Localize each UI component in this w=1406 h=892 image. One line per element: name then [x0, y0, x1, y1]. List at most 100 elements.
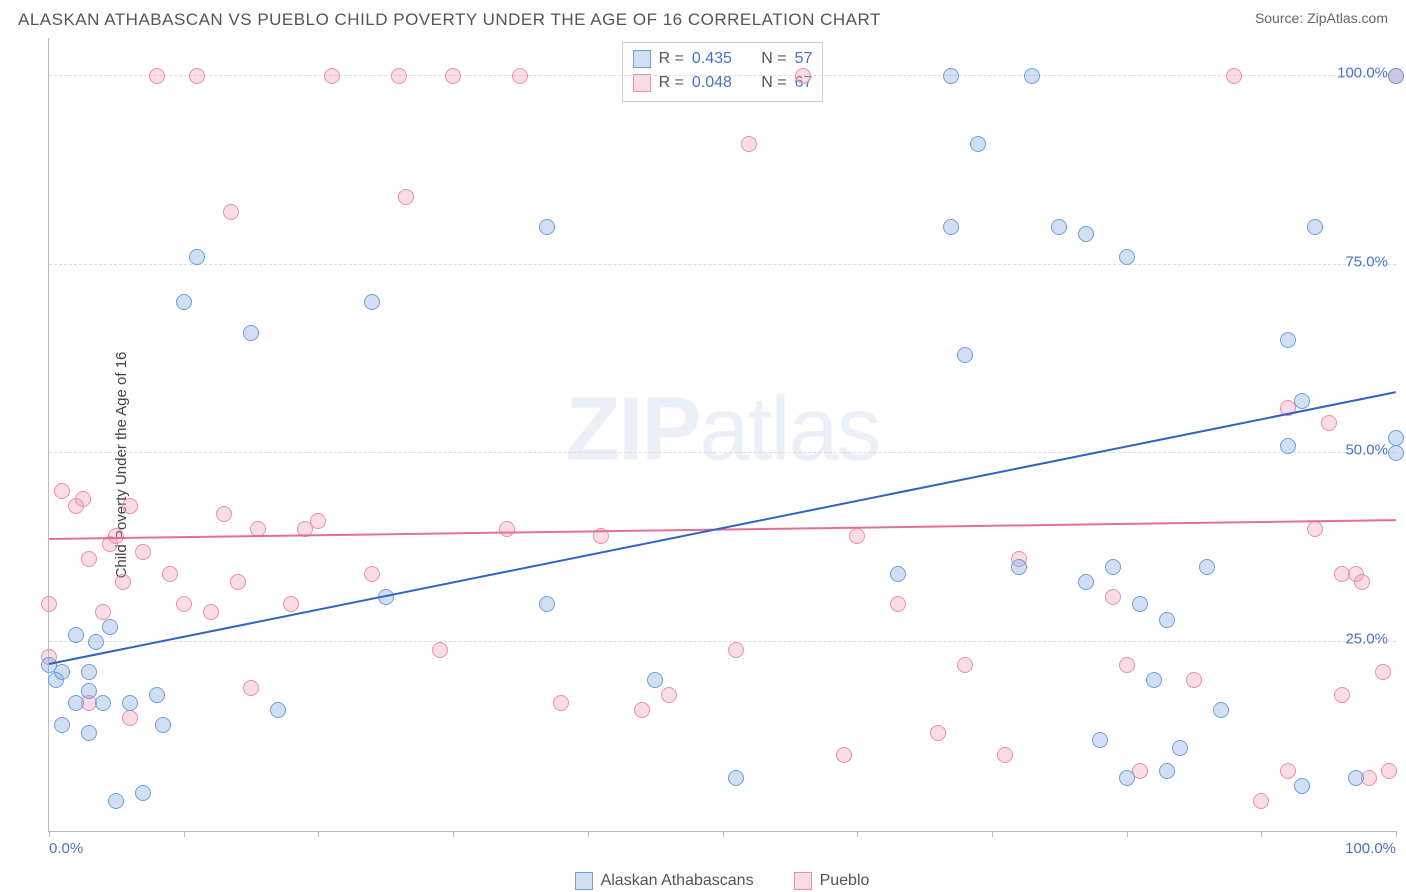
chart-area: Child Poverty Under the Age of 16 ZIPatl…	[0, 38, 1406, 892]
point-athabascan	[68, 695, 84, 711]
x-tick-label: 0.0%	[49, 840, 83, 857]
point-pueblo	[223, 204, 239, 220]
x-tick	[588, 831, 589, 837]
point-athabascan	[1199, 559, 1215, 575]
gridline	[49, 641, 1396, 642]
point-athabascan	[1146, 672, 1162, 688]
point-pueblo	[728, 642, 744, 658]
point-pueblo	[1280, 763, 1296, 779]
point-pueblo	[445, 68, 461, 84]
point-athabascan	[108, 793, 124, 809]
point-pueblo	[95, 604, 111, 620]
chart-title: ALASKAN ATHABASCAN VS PUEBLO CHILD POVER…	[18, 10, 881, 30]
point-athabascan	[122, 695, 138, 711]
gridline	[49, 75, 1396, 76]
point-pueblo	[499, 521, 515, 537]
point-pueblo	[310, 513, 326, 529]
legend-swatch	[575, 872, 593, 890]
source-link[interactable]: ZipAtlas.com	[1307, 10, 1388, 26]
point-pueblo	[243, 680, 259, 696]
legend-swatch	[633, 50, 651, 68]
point-athabascan	[1348, 770, 1364, 786]
point-athabascan	[95, 695, 111, 711]
point-athabascan	[81, 725, 97, 741]
point-pueblo	[997, 747, 1013, 763]
point-athabascan	[149, 687, 165, 703]
point-pueblo	[661, 687, 677, 703]
gridline	[49, 264, 1396, 265]
point-athabascan	[1213, 702, 1229, 718]
point-athabascan	[1159, 763, 1175, 779]
point-pueblo	[115, 574, 131, 590]
series-legend-item: Alaskan Athabascans	[575, 872, 754, 890]
point-athabascan	[1388, 445, 1404, 461]
point-pueblo	[216, 506, 232, 522]
point-pueblo	[122, 498, 138, 514]
point-pueblo	[162, 566, 178, 582]
point-athabascan	[957, 347, 973, 363]
point-athabascan	[728, 770, 744, 786]
point-athabascan	[1159, 612, 1175, 628]
point-athabascan	[189, 249, 205, 265]
point-athabascan	[943, 219, 959, 235]
point-athabascan	[1388, 430, 1404, 446]
point-pueblo	[890, 596, 906, 612]
point-athabascan	[1024, 68, 1040, 84]
point-athabascan	[1294, 393, 1310, 409]
point-athabascan	[88, 634, 104, 650]
point-athabascan	[1172, 740, 1188, 756]
point-athabascan	[81, 664, 97, 680]
series-legend-label: Alaskan Athabascans	[601, 872, 754, 890]
point-athabascan	[1307, 219, 1323, 235]
legend-swatch	[794, 872, 812, 890]
point-athabascan	[1078, 574, 1094, 590]
point-athabascan	[68, 627, 84, 643]
point-pueblo	[398, 189, 414, 205]
point-athabascan	[1051, 219, 1067, 235]
point-pueblo	[54, 483, 70, 499]
point-pueblo	[189, 68, 205, 84]
point-pueblo	[432, 642, 448, 658]
point-athabascan	[364, 294, 380, 310]
point-pueblo	[149, 68, 165, 84]
point-pueblo	[849, 528, 865, 544]
x-tick	[453, 831, 454, 837]
stats-legend: R = 0.435 N = 57R = 0.048 N = 67	[622, 42, 824, 102]
source-attribution: Source: ZipAtlas.com	[1255, 10, 1388, 26]
point-athabascan	[81, 683, 97, 699]
gridline	[49, 452, 1396, 453]
series-legend: Alaskan Athabascans Pueblo	[48, 872, 1396, 890]
x-tick-label: 100.0%	[1345, 840, 1396, 857]
point-athabascan	[970, 136, 986, 152]
point-pueblo	[512, 68, 528, 84]
point-athabascan	[1388, 68, 1404, 84]
point-pueblo	[364, 566, 380, 582]
point-athabascan	[943, 68, 959, 84]
point-athabascan	[1280, 332, 1296, 348]
point-athabascan	[1280, 438, 1296, 454]
watermark: ZIPatlas	[565, 378, 879, 481]
point-athabascan	[1294, 778, 1310, 794]
plot-region: ZIPatlas R = 0.435 N = 57R = 0.048 N = 6…	[48, 38, 1396, 832]
point-pueblo	[957, 657, 973, 673]
point-pueblo	[1105, 589, 1121, 605]
point-pueblo	[1307, 521, 1323, 537]
point-pueblo	[1253, 793, 1269, 809]
point-athabascan	[102, 619, 118, 635]
point-athabascan	[647, 672, 663, 688]
series-legend-label: Pueblo	[820, 872, 870, 890]
point-athabascan	[539, 219, 555, 235]
point-pueblo	[836, 747, 852, 763]
y-tick-label: 50.0%	[1345, 442, 1388, 459]
x-tick	[992, 831, 993, 837]
point-athabascan	[270, 702, 286, 718]
x-tick	[857, 831, 858, 837]
point-athabascan	[155, 717, 171, 733]
point-athabascan	[1011, 559, 1027, 575]
point-pueblo	[741, 136, 757, 152]
y-tick-label: 25.0%	[1345, 631, 1388, 648]
point-pueblo	[135, 544, 151, 560]
point-athabascan	[1092, 732, 1108, 748]
x-tick	[184, 831, 185, 837]
point-pueblo	[1226, 68, 1242, 84]
